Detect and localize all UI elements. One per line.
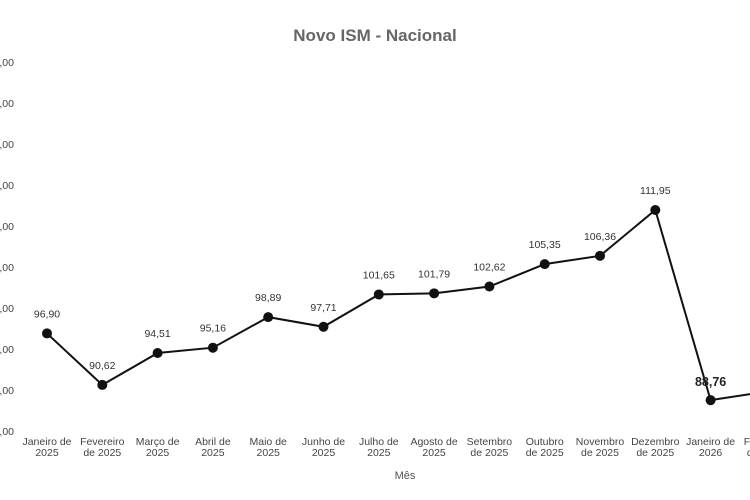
y-tick-label: 105,00 [0, 262, 14, 274]
x-tick-label: de 2025 [581, 447, 619, 459]
x-tick-label: Outubro [526, 436, 564, 448]
x-tick-label: Fevereiro [80, 436, 125, 448]
x-tick-label: de 2025 [526, 447, 564, 459]
y-tick-label: 130,00 [0, 57, 14, 69]
data-point [207, 342, 218, 353]
x-tick-label: de 2026 [747, 447, 750, 459]
x-tick-label: Janeiro de [22, 436, 71, 448]
data-label: 101,65 [363, 269, 395, 281]
x-tick-label: 2025 [146, 447, 170, 459]
y-tick-label: 95,00 [0, 344, 14, 356]
data-label: 96,90 [34, 308, 60, 320]
x-tick-label: Agosto de [410, 436, 457, 448]
x-axis-label: Mês [394, 470, 416, 482]
x-tick-label: 2025 [422, 447, 446, 459]
data-point [705, 395, 716, 406]
x-tick-label: 2025 [257, 447, 281, 459]
data-label: 90,62 [89, 360, 115, 372]
x-tick-label: Novembro [576, 436, 625, 448]
data-label: 102,62 [473, 262, 505, 274]
y-tick-label: 110,00 [0, 221, 14, 233]
x-tick-label: de 2025 [636, 447, 674, 459]
x-tick-label: de 2025 [83, 447, 121, 459]
data-label: 111,95 [640, 185, 671, 197]
x-tick-label: Maio de [250, 436, 288, 448]
y-tick-label: 125,00 [0, 98, 14, 110]
series-line [46, 208, 750, 402]
x-tick-label: Março de [136, 436, 180, 448]
x-tick-label: Fevereiro [744, 436, 750, 448]
chart-title: Novo ISM - Nacional [293, 26, 457, 45]
x-tick-label: Dezembro [631, 436, 680, 448]
x-tick-label: Junho de [302, 436, 345, 448]
data-label: 94,51 [144, 328, 170, 340]
data-point [539, 259, 550, 270]
y-tick-label: 85,00 [0, 426, 14, 438]
y-tick-label: 115,00 [0, 180, 14, 192]
x-tick-label: Abril de [195, 436, 231, 448]
data-label: 95,16 [200, 323, 226, 335]
data-point [595, 250, 605, 261]
data-point [97, 379, 108, 390]
data-label: 101,79 [418, 268, 450, 280]
x-tick-label: 2025 [35, 447, 59, 459]
data-point [263, 312, 274, 323]
data-point [484, 281, 495, 292]
data-label: 97,71 [310, 302, 336, 314]
data-label: 106,36 [584, 231, 616, 243]
data-label: 88,76 [695, 375, 726, 389]
x-tick-label: 2025 [312, 447, 336, 459]
data-label: 105,35 [529, 239, 561, 251]
x-tick-label: Julho de [359, 436, 399, 448]
y-tick-label: 120,00 [0, 139, 14, 151]
x-tick-label: Janeiro de [686, 436, 735, 448]
x-tick-label: Setembro [467, 436, 513, 448]
data-point [650, 205, 661, 216]
x-tick-label: de 2025 [470, 447, 508, 459]
data-point [429, 288, 440, 299]
data-point [152, 348, 163, 359]
x-tick-label: 2025 [201, 447, 225, 459]
data-point [373, 289, 384, 300]
data-point [42, 328, 52, 339]
data-label: 98,89 [255, 292, 281, 304]
x-tick-label: 2025 [367, 447, 391, 459]
x-tick-label: 2026 [699, 447, 723, 459]
y-tick-label: 90,00 [0, 385, 14, 397]
y-tick-label: 100,00 [0, 303, 14, 315]
data-point [318, 321, 329, 332]
